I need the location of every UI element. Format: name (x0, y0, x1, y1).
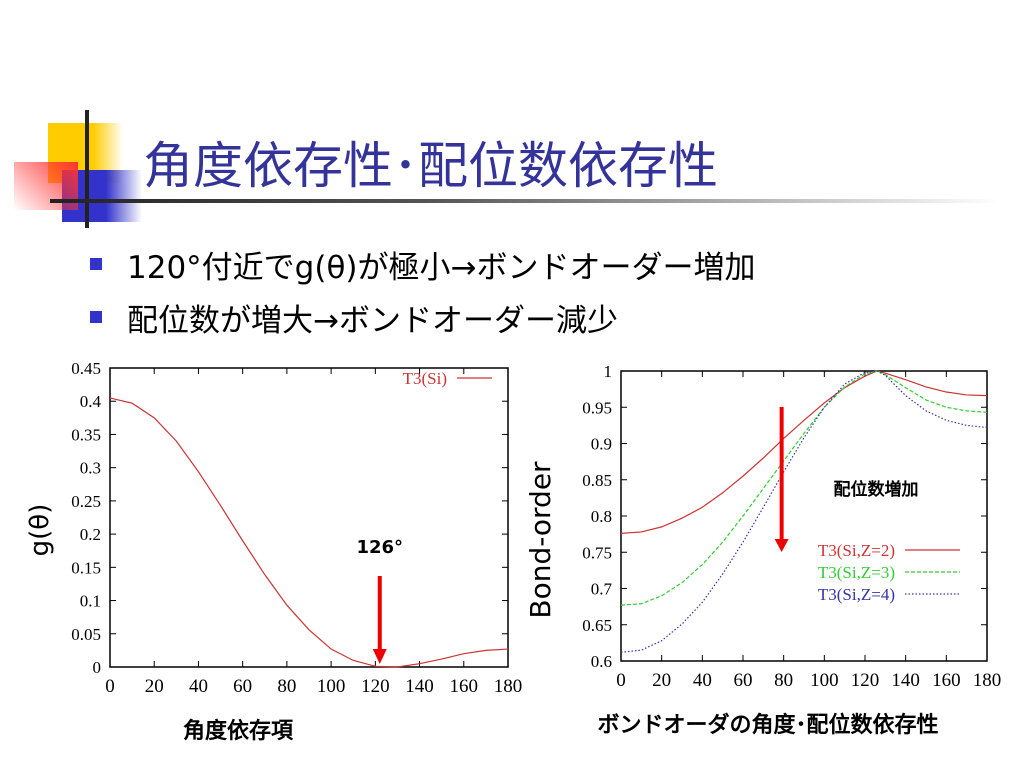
decoration-vertical-line (85, 110, 89, 228)
y-tick-label: 0.95 (582, 398, 612, 417)
y-tick-label: 0.45 (71, 359, 101, 378)
y-axis-label: Bond-order (524, 461, 557, 619)
plot-frame (620, 370, 988, 662)
x-tick-label: 20 (652, 670, 671, 691)
charts: 0 20 40 60 80 100 120 140 160 18000.050.10.150.20… (25, 359, 1001, 744)
y-tick-label: 0.1 (80, 592, 101, 611)
bullet-text: 配位数が増大→ボンドオーダー減少 (127, 303, 618, 339)
bullet-icon (90, 258, 102, 270)
y-tick-label: 0.4 (80, 392, 102, 411)
y-tick-label: 0 (93, 658, 102, 677)
y-tick-label: 0.15 (71, 558, 101, 577)
annotation-label: 126° (356, 537, 403, 558)
series-line (620, 370, 988, 653)
slide-title: 角度依存性･配位数依存性 (143, 137, 718, 195)
bond-order-chart: 0 20 40 60 80 100 120 140 160 180 0.6 0.65 0.7 0.75 0.… (524, 362, 1001, 738)
g-theta-chart: 0 20 40 60 80 100 120 140 160 180 0 0.05 0.1 0.15 0.2 0… (25, 359, 522, 744)
x-tick-label: 140 (891, 670, 920, 691)
y-tick-label: 0.65 (582, 616, 612, 635)
x-tick-label: 80 (774, 670, 793, 691)
x-tick-label: 60 (233, 676, 252, 697)
y-tick-label: 0.2 (80, 525, 101, 544)
y-tick-label: 0.35 (71, 425, 101, 444)
x-tick-label: 180 (973, 670, 1002, 691)
y-tick-label: 0.05 (71, 625, 101, 644)
x-tick-label: 140 (405, 676, 434, 697)
x-tick-label: 80 (277, 676, 296, 697)
bullet-text: 120°付近でg(θ)が極小→ボンドオーダー増加 (127, 250, 756, 286)
y-tick-label: 0.85 (582, 471, 612, 490)
series-line (109, 397, 509, 668)
x-tick-label: 180 (494, 676, 523, 697)
y-tick-label: 0.8 (591, 507, 612, 526)
x-tick-label: 160 (932, 670, 961, 691)
series-line (620, 370, 988, 606)
y-tick-label: 0.75 (582, 543, 612, 562)
legend-label: T3(Si,Z=3) (818, 563, 895, 582)
annotation-label: 配位数増加 (834, 479, 919, 500)
x-tick-label: 160 (450, 676, 479, 697)
legend-label: T3(Si,Z=4) (818, 585, 895, 604)
x-tick-label: 40 (189, 676, 208, 697)
y-tick-label: 1 (604, 362, 613, 381)
y-tick-label: 0.25 (71, 492, 101, 511)
y-tick-label: 0.3 (80, 459, 101, 478)
arrow-head-icon (774, 539, 789, 552)
x-tick-label: 100 (317, 676, 346, 697)
x-tick-label: 40 (693, 670, 712, 691)
x-tick-label: 0 (105, 676, 115, 697)
plot-frame (109, 367, 509, 668)
bullet-icon (90, 311, 102, 323)
series-line (620, 370, 988, 534)
y-axis-label: g(θ) (25, 504, 55, 557)
x-tick-label: 20 (145, 676, 164, 697)
x-tick-label: 120 (851, 670, 880, 691)
x-tick-label: 100 (810, 670, 839, 691)
legend-label: T3(Si) (403, 369, 447, 388)
x-axis-label: 角度依存項 (183, 718, 294, 744)
x-tick-label: 120 (361, 676, 390, 697)
y-tick-label: 0.9 (591, 435, 612, 454)
x-tick-label: 0 (616, 670, 626, 691)
legend-label: T3(Si,Z=2) (818, 541, 895, 560)
y-tick-label: 0.7 (591, 580, 613, 599)
x-axis-label: ボンドオーダの角度･配位数依存性 (597, 712, 938, 738)
title-underline (50, 199, 1000, 203)
x-tick-label: 60 (734, 670, 753, 691)
y-tick-label: 0.6 (591, 652, 612, 671)
arrow-head-icon (372, 649, 387, 664)
